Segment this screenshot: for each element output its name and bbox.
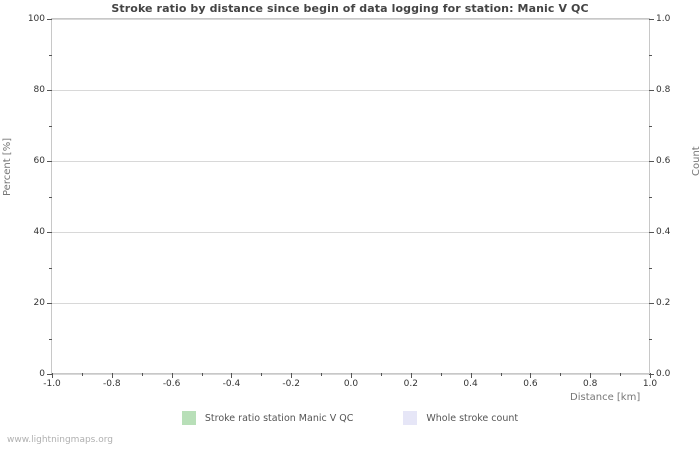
x-axis-tick-minor — [620, 373, 622, 376]
x-axis-tick-minor — [81, 373, 83, 376]
y2-axis-tick-major — [649, 374, 654, 375]
x-axis-tick-label: 0.6 — [523, 379, 538, 389]
y-axis-tick-major — [47, 161, 52, 162]
y-axis-tick-major — [47, 303, 52, 304]
y2-axis-tick-minor — [649, 338, 652, 340]
y-axis-tick-label: 20 — [33, 298, 45, 308]
y2-axis-tick-major — [649, 161, 654, 162]
x-axis-tick-minor — [141, 373, 143, 376]
x-axis-tick-minor — [201, 373, 203, 376]
legend-swatch-icon — [403, 411, 418, 425]
x-axis-tick-major — [470, 373, 472, 378]
y-axis-tick-major — [47, 374, 52, 375]
footer-watermark: www.lightningmaps.org — [7, 435, 113, 445]
y-axis-tick-label: 40 — [33, 227, 45, 237]
y2-axis-tick-label: 0.0 — [656, 369, 671, 379]
series-canvas — [52, 19, 651, 375]
x-axis-tick-major — [410, 373, 412, 378]
y-axis-tick-label: 80 — [33, 85, 45, 95]
gridline — [52, 303, 649, 304]
gridline — [52, 161, 649, 162]
x-axis-tick-minor — [380, 373, 382, 376]
legend-label: Stroke ratio station Manic V QC — [204, 412, 354, 424]
x-axis-title: Distance [km] — [570, 392, 641, 403]
y2-axis-tick-minor — [649, 125, 652, 127]
y-axis-tick-label: 0 — [39, 369, 45, 379]
y2-axis-tick-minor — [649, 54, 652, 56]
y2-axis-tick-label: 0.4 — [656, 227, 671, 237]
y-axis-tick-minor — [49, 125, 52, 127]
y2-axis-tick-minor — [649, 196, 652, 198]
x-axis-tick-major — [291, 373, 293, 378]
y2-axis-tick-label: 1.0 — [656, 14, 671, 24]
x-axis-tick-label: -0.6 — [162, 379, 181, 389]
y2-axis-tick-major — [649, 19, 654, 20]
gridline — [52, 232, 649, 233]
x-axis-tick-label: -0.4 — [222, 379, 241, 389]
x-axis-tick-major — [171, 373, 173, 378]
x-axis-tick-label: 0.8 — [583, 379, 598, 389]
y-axis-title-right: Count — [691, 146, 700, 176]
legend: Stroke ratio station Manic V QC Whole str… — [0, 411, 700, 425]
x-axis-tick-label: 0.2 — [403, 379, 418, 389]
y-axis-tick-minor — [49, 338, 52, 340]
page-title: Stroke ratio by distance since begin of … — [111, 2, 589, 15]
x-axis-tick-minor — [321, 373, 323, 376]
y2-axis-tick-major — [649, 90, 654, 91]
y-axis-tick-major — [47, 19, 52, 20]
x-axis-tick-label: 0.4 — [463, 379, 478, 389]
x-axis-tick-minor — [560, 373, 562, 376]
x-axis-tick-label: 1.0 — [642, 379, 658, 389]
x-axis-tick-major — [231, 373, 233, 378]
x-axis-tick-label: 0.0 — [343, 379, 359, 389]
y-axis-title-left: Percent [%] — [2, 137, 13, 196]
y-axis-tick-major — [47, 232, 52, 233]
y-axis-tick-minor — [49, 196, 52, 198]
y-axis-tick-major — [47, 90, 52, 91]
legend-entry[interactable]: Whole stroke count — [403, 411, 518, 425]
y-axis-tick-label: 100 — [27, 14, 45, 24]
x-axis-tick-label: -1.0 — [43, 379, 61, 389]
y2-axis-tick-label: 0.8 — [656, 85, 671, 95]
y2-axis-tick-major — [649, 303, 654, 304]
legend-swatch-icon — [181, 411, 196, 425]
y2-axis-tick-label: 0.6 — [656, 156, 671, 166]
y2-axis-tick-major — [649, 232, 654, 233]
x-axis-tick-minor — [261, 373, 263, 376]
x-axis-tick-major — [650, 373, 651, 378]
plot-area: 0 20 40 60 80 100 0.0 0.2 0.4 0.6 0.8 1.0 -1.0 -0.8… — [28, 14, 671, 389]
legend-entry[interactable]: Stroke ratio station Manic V QC — [181, 411, 354, 425]
x-axis-tick-major — [351, 373, 352, 378]
legend-label: Whole stroke count — [426, 412, 519, 424]
x-axis-tick-minor — [440, 373, 442, 376]
x-axis-tick-major — [530, 373, 532, 378]
gridline — [52, 19, 649, 20]
gridline — [52, 374, 649, 375]
y2-axis-tick-minor — [649, 267, 652, 269]
x-axis-tick-label: -0.8 — [103, 379, 121, 389]
x-axis-tick-major — [111, 373, 113, 378]
x-axis-tick-minor — [500, 373, 502, 376]
gridline — [52, 90, 649, 91]
y-axis-tick-minor — [49, 54, 52, 56]
x-axis-tick-major — [52, 373, 53, 378]
y2-axis-tick-label: 0.2 — [656, 298, 671, 308]
x-axis-tick-label: -0.2 — [282, 379, 300, 389]
x-axis-tick-major — [590, 373, 592, 378]
y-axis-tick-label: 60 — [33, 156, 45, 166]
y-axis-tick-minor — [49, 267, 52, 269]
